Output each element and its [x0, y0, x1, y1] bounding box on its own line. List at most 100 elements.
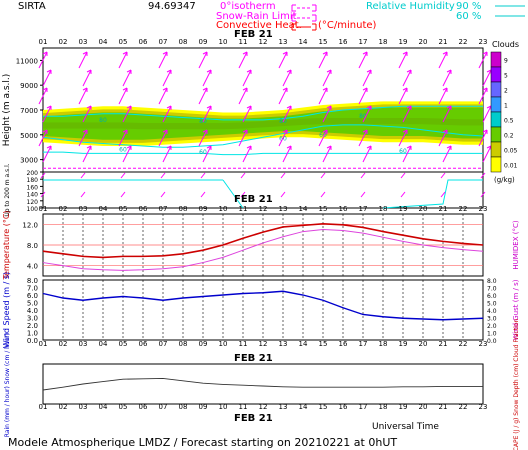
lower-tick-label: 120 [27, 199, 39, 206]
wind-arrowhead [202, 51, 208, 56]
wind-arrow [202, 145, 212, 163]
height-tick-label: 7000 [20, 107, 38, 115]
wind-arrowhead [166, 69, 172, 74]
rh-legend-label: Relative Humidity [366, 1, 455, 12]
wind-arrowhead [242, 87, 248, 92]
wind-arrow [118, 129, 128, 147]
rh-80-label: 80 [99, 117, 107, 124]
rain-axis-label: Rain (mm / hour) Snow (cm / hour) [4, 333, 11, 437]
cloud-fraction-line [42, 377, 483, 391]
wind-arrowhead [446, 105, 452, 110]
wind-arrow [402, 145, 412, 163]
lower-wind-arrow [160, 191, 166, 198]
lower-wind-arrow [320, 172, 326, 179]
unit-label: (°C/minute) [318, 20, 377, 31]
wind-arrow [158, 87, 168, 105]
clouds-legend-swatch [490, 81, 502, 98]
clouds-legend-label: 0.01 [504, 163, 518, 170]
footer-caption: Modele Atmospherique LMDZ / Forecast sta… [8, 436, 397, 449]
wind-arrow [482, 145, 492, 163]
hour-label-top: 03 [79, 38, 88, 46]
hour-label-mid: 05 [119, 205, 128, 213]
wind-arrowhead [46, 145, 52, 150]
lower-wind-arrow [80, 172, 86, 179]
temp-tick-label: 8.0 [27, 242, 38, 250]
rh-60-label: 60 % [456, 11, 481, 22]
wind-arrow [278, 129, 288, 147]
hour-label-wind: 19 [399, 340, 408, 348]
wind-arrowhead [482, 51, 488, 56]
hour-label-top: 05 [119, 38, 128, 46]
rh-90-label: 90 % [456, 1, 481, 12]
wind-arrowhead [362, 51, 368, 56]
height-tick-label: 5000 [20, 132, 38, 140]
clouds-legend-label: 0.05 [504, 148, 518, 155]
wind-tick-label: 5.0 [27, 300, 38, 308]
wind-arrowhead [446, 145, 452, 150]
hour-label-wind: 01 [39, 340, 48, 348]
humidex-axis-label: HUMIDEX (°C) [512, 220, 520, 269]
wind-axis-label: Wind Speed (m / s) [2, 272, 11, 348]
wind-arrowhead [446, 69, 452, 74]
wind-arrowhead [86, 105, 92, 110]
hour-label-mid: 22 [459, 205, 468, 213]
wind-arrow [318, 129, 328, 147]
wind-arrowhead [166, 145, 172, 150]
clouds-legend-swatch [490, 96, 502, 113]
wind-arrowhead [46, 69, 52, 74]
wind-arrowhead [82, 129, 88, 134]
lower-tick-label: 200 [27, 170, 39, 177]
lower-wind-arrow [240, 191, 246, 198]
wind-arrowhead [402, 51, 408, 56]
wind-arrowhead [366, 145, 372, 150]
lower-wind-arrow [120, 191, 126, 198]
lower-wind-arrow [360, 191, 366, 198]
wind-arrow [482, 105, 492, 123]
temperature-panel: 12.0 8.0 4.0 Temperature (°C) HUMIDEX (°C) [2, 210, 520, 280]
hour-label-bottom: 19 [399, 403, 408, 411]
hour-label-mid: 01 [39, 205, 48, 213]
hour-label-wind: 10 [219, 340, 228, 348]
wind-arrow [278, 51, 288, 69]
hour-label-mid: 04 [99, 205, 108, 213]
clouds-legend-swatch [490, 141, 502, 158]
wind-arrowhead [82, 51, 88, 56]
date-label-top: FEB 21 [234, 29, 273, 40]
rh-60-label: 60 [119, 147, 127, 154]
hour-label-top: 08 [179, 38, 188, 46]
lower-rh-rise [382, 179, 483, 209]
hour-label-top: 21 [439, 38, 448, 46]
wind-arrow [82, 69, 92, 87]
wind-arrowhead [122, 51, 128, 56]
hour-label-mid: 18 [379, 205, 388, 213]
wind-arrow [322, 69, 332, 87]
lower-wind-arrow [440, 191, 446, 198]
wind-arrowhead [482, 87, 488, 92]
wind-arrowhead [206, 145, 212, 150]
lower-wind-arrow [120, 172, 126, 179]
hour-label-mid: 08 [179, 205, 188, 213]
convective-legend-label: Convective Heat. [216, 20, 302, 31]
wind-arrowhead [246, 69, 252, 74]
hour-label-mid: 03 [79, 205, 88, 213]
rain-panel: Rain (mm / hour) Snow (cm / hour) CAPE (J… [4, 318, 520, 450]
lower-wind-arrow [40, 191, 46, 198]
hour-label-top: 22 [459, 38, 468, 46]
wind-arrowhead [46, 105, 52, 110]
hour-label-wind: 18 [379, 340, 388, 348]
hour-labels: 01 02 03 04 05 06 07 08 09 10 11 12 13 14 15 16 17 18 19 20… [39, 38, 488, 411]
hour-label-bottom: 13 [279, 403, 288, 411]
wind-arrow [198, 87, 208, 105]
wind-arrowhead [206, 69, 212, 74]
hour-label-top: 02 [59, 38, 68, 46]
wind-arrow [122, 145, 132, 163]
hour-label-wind: 23 [479, 340, 488, 348]
wind-arrowhead [326, 105, 332, 110]
wind-arrow [162, 105, 172, 123]
lower-tick-label: 140 [27, 192, 39, 199]
temperature-line [42, 223, 484, 259]
date-label-bottom: FEB 21 [234, 413, 273, 424]
hour-label-top: 16 [339, 38, 348, 46]
wind-arrow [242, 105, 252, 123]
wind-arrowhead [366, 105, 372, 110]
